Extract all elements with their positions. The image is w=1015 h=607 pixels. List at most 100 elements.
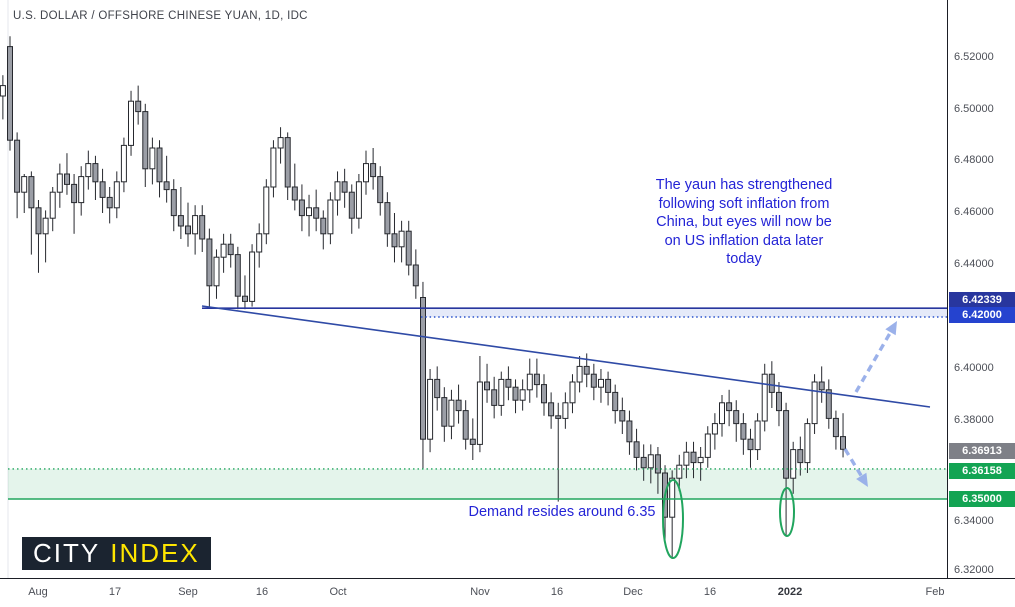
x-axis-tick: Sep <box>178 586 198 598</box>
candle-down <box>298 184 305 232</box>
candle-up <box>363 150 369 195</box>
candle-down <box>612 384 619 424</box>
analysis-note: The yaun has strengthened following soft… <box>655 177 833 267</box>
candle-down <box>28 171 35 255</box>
candle-down <box>654 447 661 494</box>
x-axis-tick: 16 <box>703 586 717 598</box>
candle-up <box>220 233 227 273</box>
candle-up <box>128 90 134 156</box>
candle-up <box>476 356 483 453</box>
demand-zone-label: Demand resides around 6.35 <box>468 504 656 520</box>
candle-down <box>733 400 740 442</box>
y-axis-tick: 6.32000 <box>954 564 994 576</box>
candle-up <box>213 249 220 299</box>
candle-down <box>840 413 846 458</box>
candle-down <box>548 392 555 429</box>
projection-arrow <box>854 331 892 393</box>
candle-up <box>526 358 533 403</box>
y-axis-tick: 6.48000 <box>954 154 994 166</box>
candle-up <box>569 374 576 414</box>
candle-down <box>163 155 170 203</box>
candle-down <box>71 174 78 234</box>
candle-up <box>697 447 704 481</box>
candle-down <box>170 179 177 232</box>
candle-up <box>704 426 711 468</box>
candle-up <box>49 187 56 232</box>
candle-down <box>455 384 462 424</box>
candle-up <box>647 444 654 484</box>
y-axis-tick: 6.50000 <box>954 103 994 115</box>
candle-down <box>832 410 839 450</box>
logo-city-text: CITY <box>33 538 101 568</box>
candle-down <box>491 376 498 419</box>
candle-down <box>156 140 163 198</box>
x-axis-tick: 16 <box>550 586 564 598</box>
candle-down <box>825 379 832 429</box>
candle-down <box>640 444 647 481</box>
candle-down <box>92 155 99 200</box>
candle-down <box>7 36 13 151</box>
y-axis-tick: 6.34000 <box>954 515 994 527</box>
demand-zone <box>8 468 947 499</box>
candle-down <box>106 187 113 224</box>
candle-down <box>690 441 697 479</box>
candle-down <box>185 202 191 247</box>
candle-down <box>626 410 633 455</box>
candle-up <box>519 379 526 411</box>
candle-down <box>619 397 626 434</box>
candle-up <box>270 140 277 198</box>
x-axis-tick: Feb <box>925 586 945 598</box>
candle-down <box>370 148 377 190</box>
candle-up <box>85 150 92 190</box>
candle-down <box>512 379 519 414</box>
candle-down <box>747 428 754 468</box>
candle-down <box>341 168 348 208</box>
candle-down <box>142 103 149 187</box>
candle-down <box>405 220 412 276</box>
candle-down <box>505 366 512 401</box>
y-axis-tick: 6.38000 <box>954 414 994 426</box>
price-axis[interactable]: 6.52000 6.50000 6.48000 6.46000 6.44000 6.400… <box>947 0 1015 578</box>
candle-down <box>199 205 206 252</box>
candle-down <box>227 233 234 268</box>
candle-up <box>277 127 284 164</box>
candle-up <box>327 192 334 245</box>
candle-up <box>669 470 676 559</box>
candle-up <box>398 220 405 263</box>
candle-up <box>811 374 818 434</box>
candle-down <box>533 358 540 398</box>
candle-down <box>434 366 441 411</box>
candle-down <box>291 163 298 211</box>
candle-down <box>541 374 547 416</box>
candle-down <box>462 400 469 450</box>
candle-up <box>711 413 718 450</box>
candle-down <box>633 428 640 471</box>
candle-down <box>135 85 142 125</box>
x-axis-tick: 2022 <box>777 586 803 598</box>
candle-down <box>384 192 391 247</box>
candle-down <box>412 249 419 299</box>
candle-down <box>740 413 747 455</box>
logo-index-text: INDEX <box>110 538 200 568</box>
candle-down <box>484 363 490 403</box>
candle-down <box>234 246 241 310</box>
candle-down <box>783 402 790 536</box>
candle-down <box>99 168 106 213</box>
candle-up <box>263 179 270 245</box>
candle-down <box>726 389 733 427</box>
y-axis-tick: 6.46000 <box>954 206 994 218</box>
candle-down <box>469 418 476 460</box>
candle-up <box>355 174 362 229</box>
candle-up <box>683 441 690 479</box>
candle-down <box>64 153 70 195</box>
highlight-ellipse <box>779 487 795 537</box>
candle-up <box>498 371 505 416</box>
x-axis-tick: 17 <box>108 586 122 598</box>
candle-down <box>206 228 213 307</box>
candle-down <box>284 132 291 200</box>
price-level-badge: 6.42000 <box>949 307 1015 323</box>
x-axis-tick: 16 <box>255 586 269 598</box>
time-axis[interactable]: Aug 17 Sep 16 Oct Nov 16 Dec 16 2022 Feb <box>0 578 1015 607</box>
